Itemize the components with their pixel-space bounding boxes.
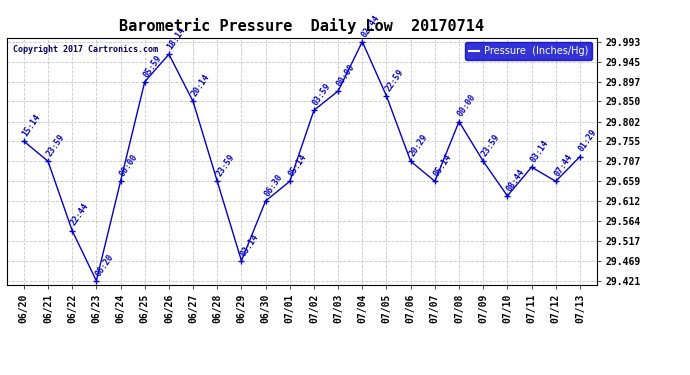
Text: 22:59: 22:59 [384, 68, 405, 93]
Text: 06:30: 06:30 [263, 172, 284, 198]
Text: 15:14: 15:14 [21, 112, 43, 138]
Text: 03:14: 03:14 [239, 232, 260, 258]
Text: 23:59: 23:59 [45, 133, 67, 158]
Legend: Pressure  (Inches/Hg): Pressure (Inches/Hg) [465, 42, 592, 60]
Text: 00:00: 00:00 [456, 93, 477, 118]
Text: 00:00: 00:00 [117, 153, 139, 178]
Text: 03:14: 03:14 [529, 138, 551, 164]
Text: 23:59: 23:59 [480, 133, 502, 158]
Text: 05:14: 05:14 [287, 153, 308, 178]
Text: 05:14: 05:14 [432, 153, 453, 178]
Text: 18:14: 18:14 [166, 26, 188, 51]
Text: 02:44: 02:44 [359, 13, 381, 39]
Text: 08:44: 08:44 [504, 167, 526, 193]
Text: 00:00: 00:00 [335, 62, 357, 88]
Text: 01:29: 01:29 [577, 128, 599, 154]
Text: 05:59: 05:59 [141, 53, 164, 79]
Text: 20:14: 20:14 [190, 73, 212, 99]
Text: 06:20: 06:20 [93, 252, 115, 278]
Text: 03:59: 03:59 [311, 82, 333, 107]
Text: Copyright 2017 Cartronics.com: Copyright 2017 Cartronics.com [13, 45, 158, 54]
Text: 23:59: 23:59 [215, 153, 236, 178]
Text: 22:44: 22:44 [69, 202, 91, 228]
Title: Barometric Pressure  Daily Low  20170714: Barometric Pressure Daily Low 20170714 [119, 18, 484, 33]
Text: 20:29: 20:29 [408, 133, 429, 158]
Text: 07:44: 07:44 [553, 153, 575, 178]
